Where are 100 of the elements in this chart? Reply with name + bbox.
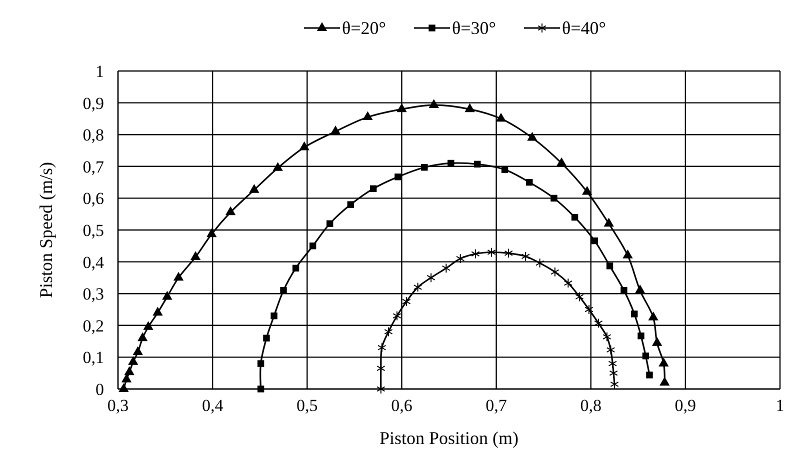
point bbox=[602, 332, 612, 342]
point bbox=[118, 383, 129, 392]
point bbox=[609, 368, 618, 378]
point bbox=[326, 220, 334, 227]
point bbox=[584, 304, 594, 314]
point bbox=[550, 267, 560, 277]
x-tick-label: 0,3 bbox=[107, 396, 129, 415]
point bbox=[428, 99, 439, 108]
point bbox=[394, 174, 402, 180]
point bbox=[280, 287, 287, 294]
point bbox=[631, 310, 638, 318]
point bbox=[413, 282, 422, 292]
point bbox=[124, 366, 134, 376]
point bbox=[571, 214, 578, 221]
point bbox=[504, 248, 513, 258]
point bbox=[521, 251, 530, 262]
y-tick-label: 0,1 bbox=[82, 348, 104, 368]
x-tick-label: 0,9 bbox=[674, 396, 696, 415]
point bbox=[263, 334, 270, 342]
y-tick-label: 0,4 bbox=[82, 252, 104, 272]
point bbox=[426, 272, 436, 283]
y-tick-label: 0,9 bbox=[82, 94, 104, 113]
legend-label: θ=30° bbox=[452, 18, 496, 38]
x-tick-label: 0,7 bbox=[486, 396, 508, 415]
y-axis-title: Piston Speed (m/s) bbox=[36, 162, 56, 298]
point bbox=[604, 218, 614, 227]
point bbox=[330, 126, 341, 134]
point bbox=[299, 141, 310, 150]
point bbox=[660, 376, 670, 386]
point bbox=[606, 344, 616, 355]
point bbox=[396, 103, 407, 112]
y-tick-label: 1 bbox=[96, 62, 104, 81]
point bbox=[652, 337, 662, 346]
point bbox=[347, 201, 354, 208]
point bbox=[591, 237, 598, 244]
legend-label: θ=40° bbox=[562, 18, 606, 38]
x-tick-label: 0,6 bbox=[391, 396, 412, 415]
point bbox=[527, 132, 538, 141]
point bbox=[535, 258, 544, 268]
y-tick-label: 0,2 bbox=[82, 316, 104, 336]
y-tick-label: 0 bbox=[96, 380, 104, 399]
point bbox=[257, 360, 264, 367]
point bbox=[474, 160, 481, 168]
point bbox=[173, 272, 184, 281]
point bbox=[606, 262, 614, 270]
point bbox=[556, 157, 567, 166]
point bbox=[384, 326, 393, 337]
x-axis-title: Piston Position (m) bbox=[379, 428, 519, 448]
point bbox=[608, 358, 617, 368]
point bbox=[143, 321, 154, 330]
point bbox=[442, 263, 451, 274]
x-tick-label: 0,4 bbox=[202, 396, 224, 415]
y-tick-label: 0,3 bbox=[82, 284, 104, 304]
point bbox=[162, 290, 172, 300]
point bbox=[564, 278, 573, 288]
point bbox=[582, 186, 592, 195]
point bbox=[658, 358, 669, 367]
point bbox=[132, 346, 143, 356]
point bbox=[402, 296, 411, 306]
y-tick-label: 0,6 bbox=[82, 189, 104, 208]
point bbox=[137, 332, 148, 342]
point bbox=[292, 264, 300, 272]
point bbox=[526, 178, 533, 186]
point bbox=[610, 379, 619, 390]
point bbox=[634, 284, 646, 294]
point bbox=[464, 103, 475, 112]
point bbox=[638, 332, 644, 340]
point bbox=[362, 111, 373, 120]
point bbox=[128, 356, 138, 365]
y-tick-label: 0,8 bbox=[82, 126, 104, 145]
point bbox=[370, 185, 377, 192]
point bbox=[622, 250, 633, 258]
point bbox=[456, 254, 465, 264]
point bbox=[448, 160, 454, 167]
point bbox=[421, 164, 428, 171]
point bbox=[121, 374, 132, 382]
point bbox=[471, 248, 480, 259]
point bbox=[206, 228, 217, 238]
point bbox=[575, 292, 584, 302]
point bbox=[376, 384, 386, 394]
point bbox=[501, 166, 508, 173]
point bbox=[225, 206, 236, 216]
point bbox=[152, 306, 163, 316]
y-tick-label: 0,7 bbox=[82, 157, 104, 176]
point bbox=[648, 312, 658, 320]
point bbox=[378, 342, 386, 353]
point bbox=[646, 372, 653, 378]
legend-label: θ=20° bbox=[342, 18, 386, 38]
y-tick-label: 0,5 bbox=[82, 221, 104, 240]
point bbox=[309, 242, 316, 250]
x-tick-label: 0,5 bbox=[296, 396, 318, 415]
point bbox=[270, 312, 278, 320]
point bbox=[642, 352, 650, 360]
point bbox=[272, 162, 283, 171]
x-tick-label: 1 bbox=[776, 396, 784, 415]
point bbox=[594, 318, 603, 328]
x-tick-label: 0,8 bbox=[580, 396, 602, 415]
point bbox=[496, 112, 506, 122]
point bbox=[257, 386, 264, 392]
point bbox=[190, 251, 201, 260]
